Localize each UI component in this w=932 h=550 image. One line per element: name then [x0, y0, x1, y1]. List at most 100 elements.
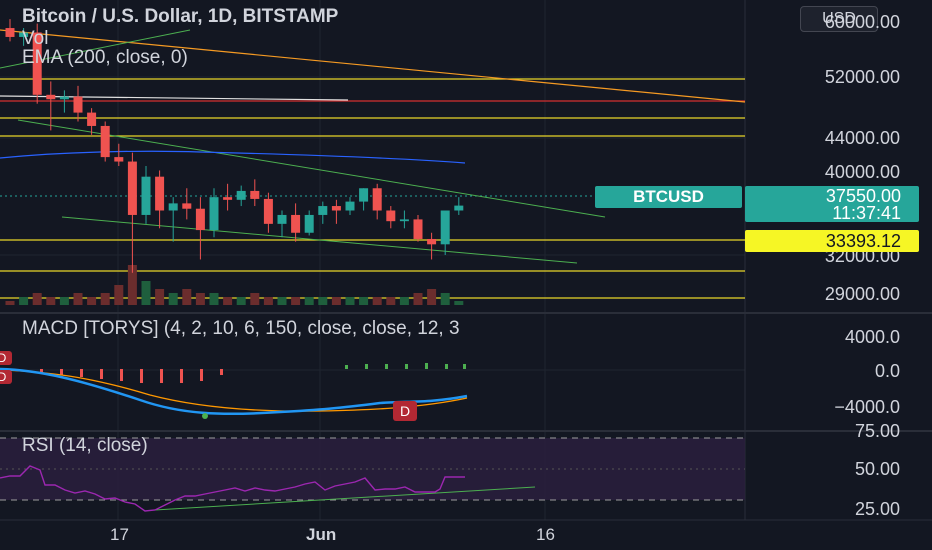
rsi-trendline[interactable] — [154, 486, 536, 511]
candle-body — [5, 28, 15, 37]
symbol-label[interactable]: BTCUSD — [595, 186, 742, 208]
volume-bar — [168, 293, 178, 305]
volume-bars — [5, 265, 464, 305]
volume-bar — [345, 297, 355, 305]
candle-body — [100, 125, 110, 158]
candle-body — [263, 198, 273, 224]
volume-bar — [331, 297, 341, 305]
volume-bar — [250, 293, 260, 305]
price-tick: 52000.00 — [824, 67, 900, 87]
volume-bar — [359, 297, 369, 305]
volume-bar — [32, 293, 42, 305]
macd-signal-marker[interactable]: D — [393, 401, 417, 421]
price-tick: 29000.00 — [824, 284, 900, 304]
candle-body — [73, 96, 83, 113]
macd-tick: −4000.0 — [834, 397, 900, 417]
candle-body — [399, 219, 409, 222]
volume-bar — [454, 301, 464, 305]
candle-body — [236, 190, 246, 200]
candle-body — [209, 197, 219, 231]
candle-body — [114, 157, 124, 162]
volume-bar — [59, 297, 69, 305]
volume-bar — [46, 297, 56, 305]
green-trendline-top[interactable] — [0, 29, 191, 69]
countdown-timer: 11:37:41 — [832, 203, 901, 223]
candle-body — [87, 112, 97, 126]
price-axis[interactable]: 60000.00 52000.00 44000.00 40000.00 3200… — [745, 0, 932, 550]
rsi-tick: 50.00 — [854, 459, 900, 479]
volume-bar — [100, 293, 110, 305]
macd-histogram — [40, 363, 466, 383]
price-tick: 60000.00 — [824, 12, 900, 32]
candle-body — [250, 190, 260, 199]
macd-left-marker[interactable]: D — [0, 370, 12, 384]
rsi-line — [0, 465, 465, 512]
candle-body — [32, 32, 42, 95]
volume-bar — [19, 297, 29, 305]
macd-signal-line — [0, 369, 468, 412]
candle-body — [318, 206, 328, 215]
candle-body — [372, 188, 382, 211]
candle-body — [127, 161, 137, 215]
candle-body — [277, 214, 287, 224]
candle-body — [440, 210, 450, 245]
volume-bar — [318, 297, 328, 305]
price-tick: 40000.00 — [824, 162, 900, 182]
orange-trendline[interactable] — [0, 29, 746, 103]
rsi-tick: 25.00 — [854, 499, 900, 519]
macd-left-marker[interactable]: D — [0, 351, 12, 365]
candle-body — [331, 206, 341, 211]
candle-body — [182, 203, 192, 209]
macd-tick: 4000.0 — [844, 327, 900, 347]
chart-title[interactable]: Bitcoin / U.S. Dollar, 1D, BITSTAMP — [22, 6, 339, 27]
ema-200-line[interactable] — [0, 150, 466, 164]
candle-body — [359, 188, 369, 202]
green-trendline-upper[interactable] — [17, 119, 606, 218]
volume-bar — [263, 297, 273, 305]
volume-bar — [223, 297, 233, 305]
candle-body — [141, 176, 151, 215]
volume-bar — [73, 293, 83, 305]
horizontal-levels[interactable] — [0, 78, 745, 299]
level-price-label: 33393.12 — [745, 230, 919, 252]
candle-body — [59, 96, 69, 100]
indicator-ema[interactable]: EMA (200, close, 0) — [22, 47, 188, 68]
volume-bar — [304, 297, 314, 305]
green-trendline-lower[interactable] — [61, 216, 578, 264]
candle-body — [413, 219, 423, 239]
volume-bar — [440, 293, 450, 305]
candle-body — [454, 205, 464, 211]
date-tick-month: Jun — [306, 525, 337, 544]
currency-button[interactable]: USD — [800, 6, 878, 32]
price-tick: 44000.00 — [824, 128, 900, 148]
volume-bar — [413, 293, 423, 305]
volume-bar — [155, 289, 165, 305]
volume-bar — [399, 297, 409, 305]
volume-bar — [141, 281, 151, 305]
volume-bar — [236, 297, 246, 305]
macd-tick: 0.0 — [874, 361, 900, 381]
volume-bar — [209, 293, 219, 305]
candle-body — [386, 210, 396, 222]
candle-body — [291, 214, 301, 233]
volume-bar — [427, 289, 437, 305]
last-price-label: 37550.00 11:37:41 — [745, 186, 919, 223]
candle-body — [345, 201, 355, 211]
candle-body — [427, 238, 437, 245]
rsi-tick: 75.00 — [854, 421, 900, 441]
indicator-vol[interactable]: Vol — [22, 28, 49, 49]
macd-legend[interactable]: MACD [TORYS] (4, 2, 10, 6, 150, close, c… — [22, 318, 460, 339]
candlesticks — [5, 19, 464, 273]
white-line[interactable] — [0, 95, 349, 101]
volume-bar — [87, 297, 97, 305]
rsi-legend[interactable]: RSI (14, close) — [22, 435, 148, 456]
candle-body — [19, 32, 29, 37]
volume-bar — [127, 265, 137, 305]
volume-bar — [291, 297, 301, 305]
volume-bar — [277, 297, 287, 305]
candle-body — [304, 214, 314, 233]
last-price-value: 37550.00 — [825, 186, 901, 206]
date-tick: 17 — [110, 525, 129, 544]
volume-bar — [5, 301, 15, 305]
